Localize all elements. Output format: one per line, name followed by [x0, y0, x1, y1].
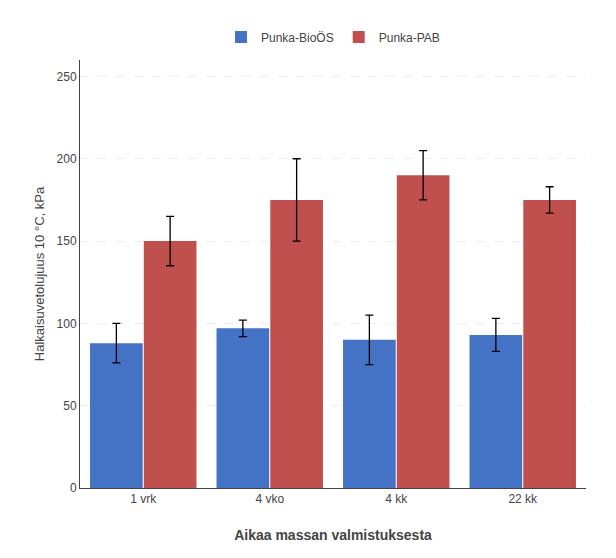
svg-text:200: 200 [57, 152, 77, 166]
svg-text:Punka-BioÖS: Punka-BioÖS [261, 31, 334, 45]
svg-text:Aikaa massan valmistuksesta: Aikaa massan valmistuksesta [234, 527, 432, 543]
svg-text:4 vko: 4 vko [255, 492, 284, 506]
svg-text:0: 0 [70, 481, 77, 495]
svg-text:4 kk: 4 kk [385, 492, 408, 506]
svg-text:22 kk: 22 kk [508, 492, 538, 506]
svg-text:100: 100 [57, 317, 77, 331]
svg-text:250: 250 [57, 70, 77, 84]
svg-text:Halkaisuvetolujuus 10 °C, kPa: Halkaisuvetolujuus 10 °C, kPa [32, 186, 47, 361]
svg-text:50: 50 [63, 399, 77, 413]
svg-text:Punka-PAB: Punka-PAB [379, 31, 440, 45]
svg-text:1 vrk: 1 vrk [130, 492, 157, 506]
svg-text:150: 150 [57, 234, 77, 248]
